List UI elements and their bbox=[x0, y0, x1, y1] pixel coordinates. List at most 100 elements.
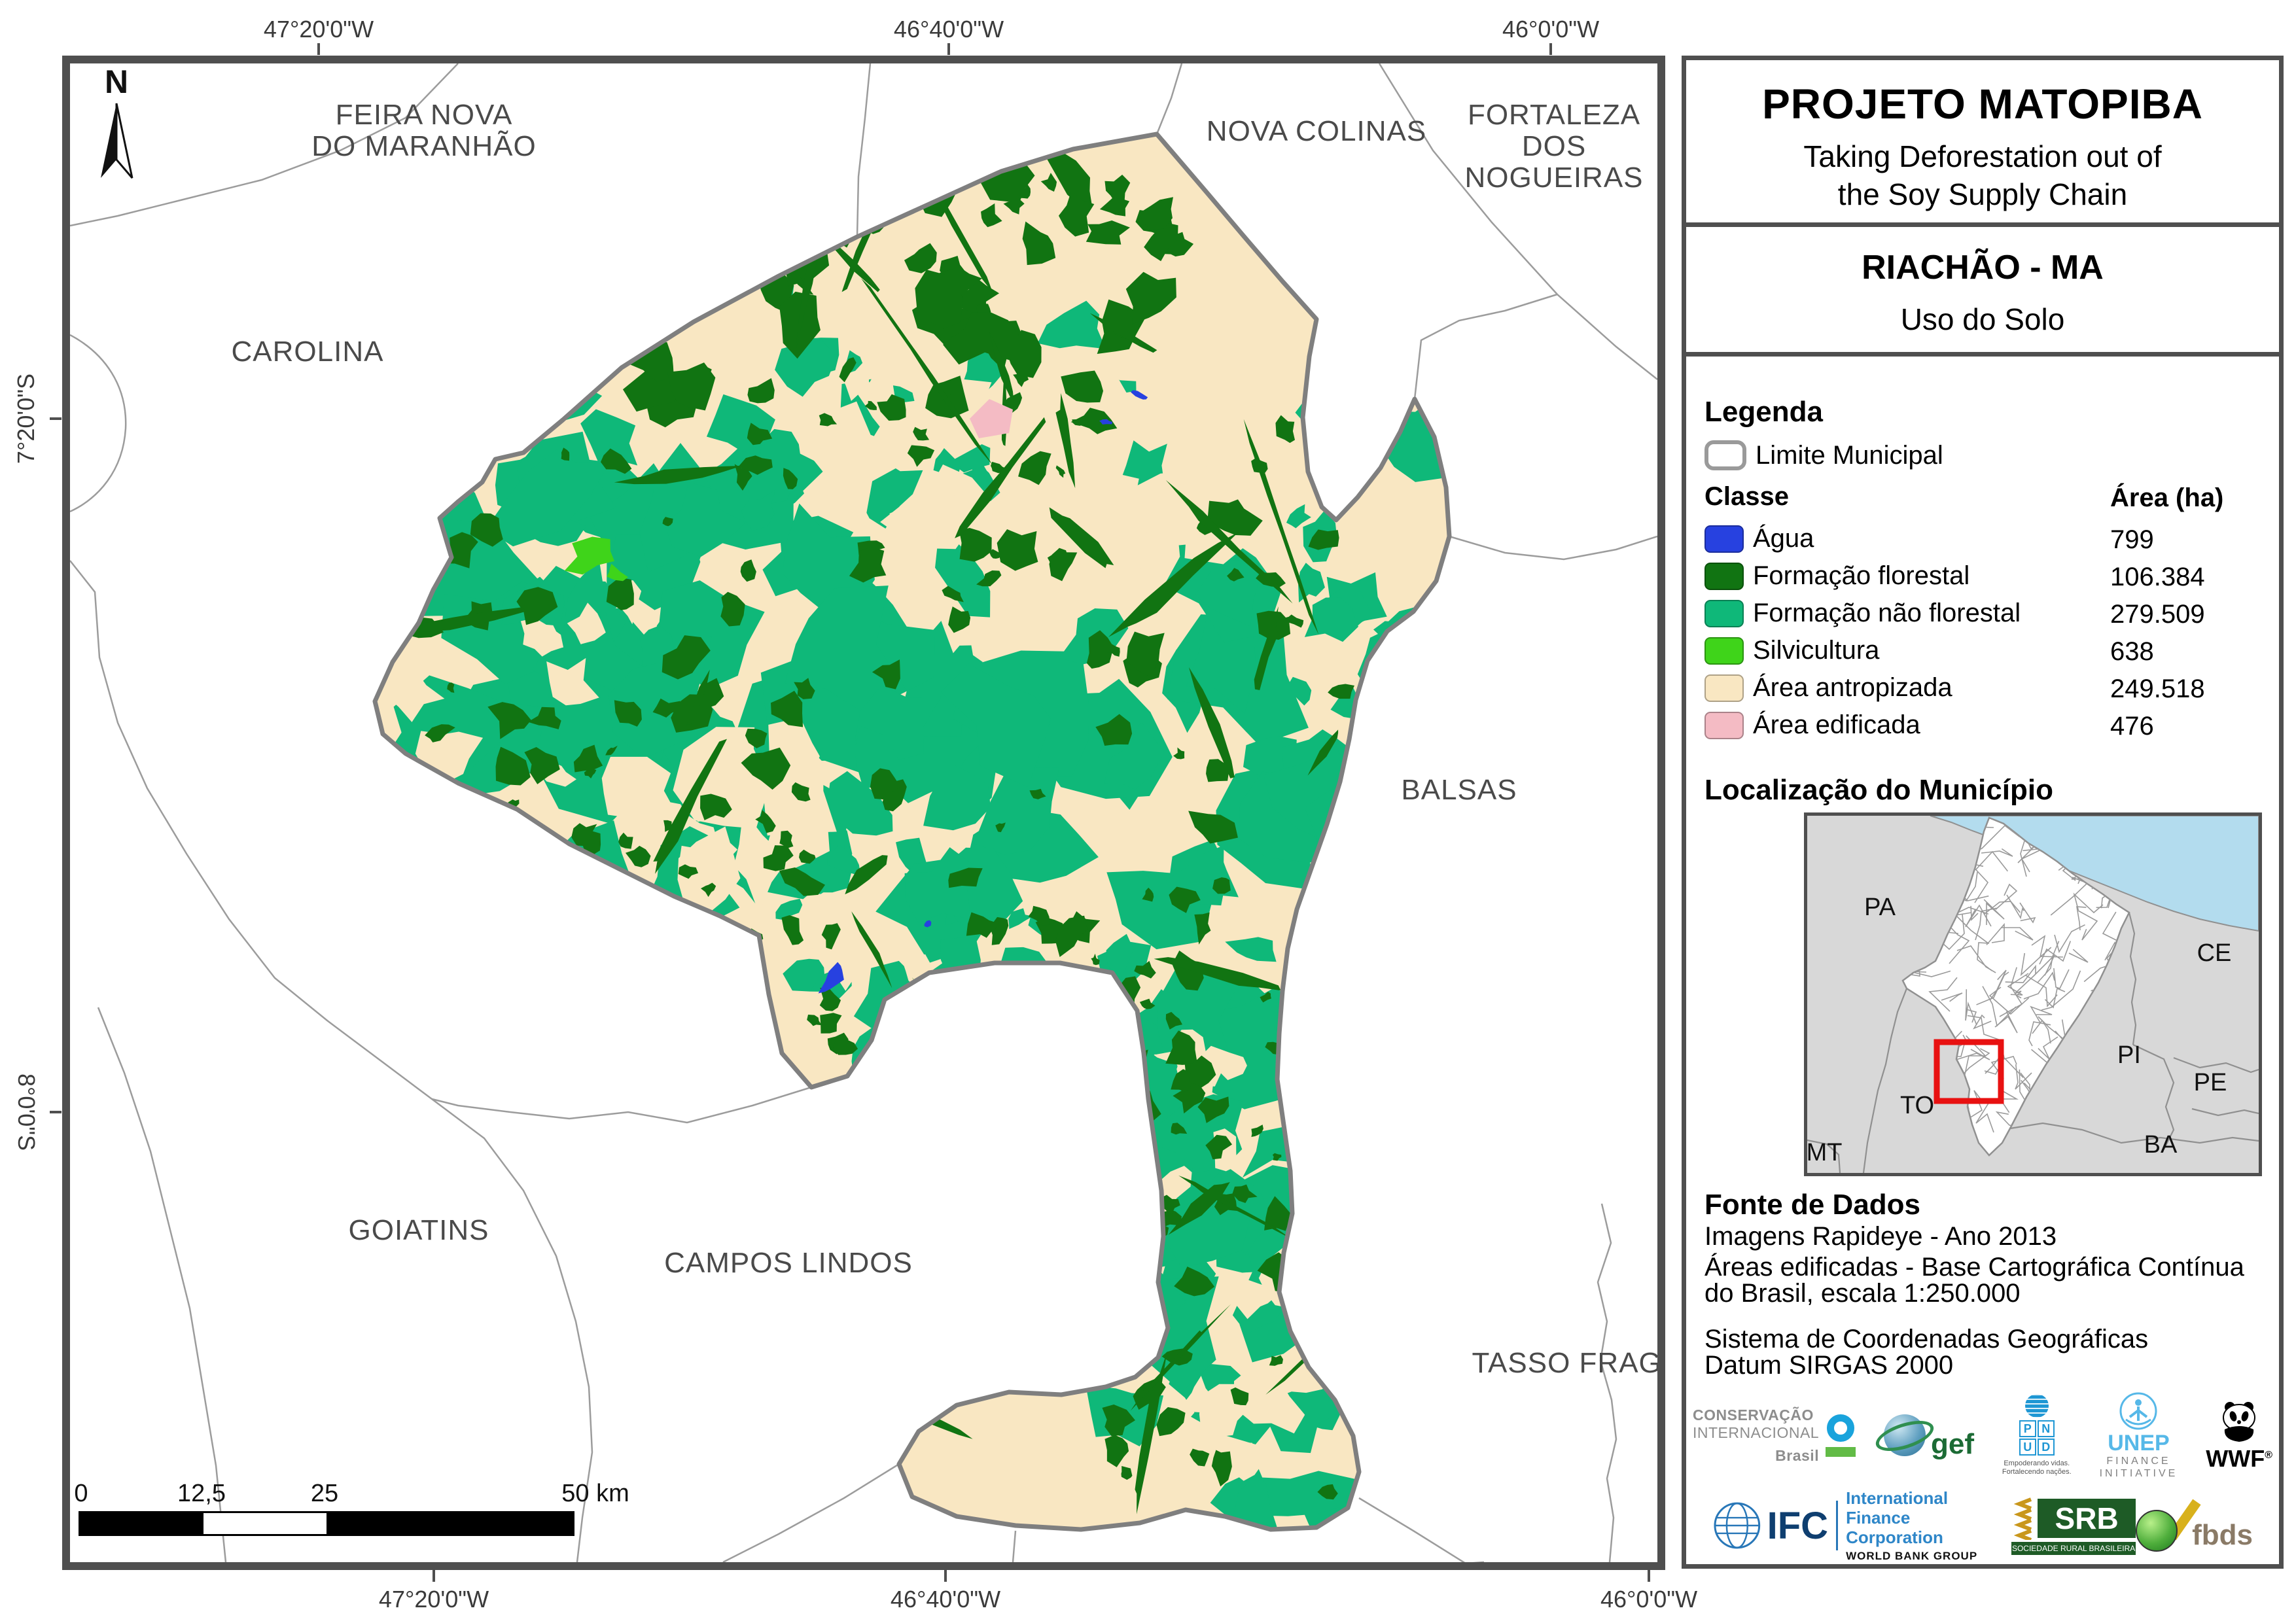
legend-row-area-antropizada: Área antropizada 249.518 bbox=[1704, 673, 2269, 707]
scale-label: 12,5 bbox=[177, 1480, 226, 1507]
ifc-line3: WORLD BANK GROUP bbox=[1846, 1550, 1978, 1562]
legend-limite-row: Limite Municipal bbox=[1704, 440, 2269, 474]
graticule-label: 46°40'0"W bbox=[890, 1586, 1001, 1613]
crs-line1: Sistema de Coordenadas Geográficas bbox=[1704, 1325, 2149, 1353]
area-edificada-swatch bbox=[1704, 711, 1744, 739]
silvicultura-area: 638 bbox=[2110, 637, 2154, 666]
area-antropizada-swatch bbox=[1704, 674, 1744, 702]
unep-wordmark: UNEP bbox=[2108, 1431, 2170, 1456]
state-label: BA bbox=[2144, 1131, 2178, 1159]
state-label: PI bbox=[2117, 1041, 2141, 1069]
area-label: BALSAS bbox=[1401, 774, 1517, 806]
legend-box: Legenda Limite Municipal Classe Área (ha… bbox=[1682, 352, 2284, 1569]
data-source-line2: Áreas edificadas - Base Cartográfica Con… bbox=[1704, 1253, 2244, 1282]
pnud-caption1: Empoderando vidas. bbox=[2004, 1459, 2070, 1467]
info-panel: PROJETO MATOPIBA Taking Deforestation ou… bbox=[1682, 56, 2284, 1569]
legend-row-silvicultura: Silvicultura 638 bbox=[1704, 636, 2269, 670]
scale-label: 0 bbox=[74, 1480, 88, 1507]
limite-municipal-label: Limite Municipal bbox=[1756, 440, 1943, 470]
north-label: N bbox=[105, 65, 128, 100]
graticule-label: 47°20'0"W bbox=[378, 1586, 489, 1613]
legend-row-formacao-nao-florestal: Formação não florestal 279.509 bbox=[1704, 599, 2269, 633]
formacao-florestal-swatch bbox=[1704, 562, 1744, 590]
municipality-highlight bbox=[1934, 1039, 2004, 1104]
area-label: CAROLINA bbox=[232, 336, 384, 368]
legend-col-area: Área (ha) bbox=[2110, 483, 2224, 512]
graticule-label: 46°0'0"W bbox=[1600, 1586, 1698, 1613]
wheat-icon bbox=[2014, 1497, 2032, 1540]
unep-sub2: INITIATIVE bbox=[2099, 1468, 2178, 1479]
state-label: MT bbox=[1807, 1139, 1842, 1166]
ifc-logo: IFC International Finance Corporation WO… bbox=[1712, 1488, 2011, 1563]
wwf-logo: WWF® bbox=[2206, 1401, 2272, 1471]
graticule-label: 47°20'0"W bbox=[263, 16, 374, 43]
area-label: CAMPOS LINDOS bbox=[664, 1247, 913, 1279]
data-source-heading: Fonte de Dados bbox=[1704, 1189, 1921, 1221]
state-label: PE bbox=[2194, 1069, 2227, 1096]
legend-row-agua: Água 799 bbox=[1704, 524, 2269, 558]
graticule-label bbox=[50, 1111, 62, 1113]
municipality-box: RIACHÃO - MA Uso do Solo bbox=[1682, 222, 2284, 357]
unep-laurel-icon bbox=[2119, 1392, 2157, 1430]
fbds-wordmark: fbds bbox=[2192, 1519, 2253, 1551]
graticule-label bbox=[317, 43, 320, 55]
fbds-logo: fbds bbox=[2136, 1499, 2253, 1552]
graticule-label: 46°40'0"W bbox=[893, 16, 1004, 43]
ci-line1: CONSERVAÇÃO bbox=[1693, 1406, 1814, 1423]
scale-bar: 0 12,5 25 50 km bbox=[74, 1480, 667, 1540]
area-label: FEIRA NOVA DO MARANHÃO bbox=[311, 99, 536, 162]
gef-wordmark: gef bbox=[1931, 1428, 1974, 1460]
formacao-nao-florestal-area: 279.509 bbox=[2110, 600, 2205, 629]
agua-area: 799 bbox=[2110, 525, 2154, 554]
ci-line2: INTERNACIONAL bbox=[1693, 1423, 1820, 1441]
legend-col-class: Classe bbox=[1704, 482, 1789, 511]
area-label: TASSO FRAGOSO bbox=[1472, 1347, 1657, 1379]
legend-header-row: Classe Área (ha) bbox=[1704, 482, 2269, 516]
silvicultura-label: Silvicultura bbox=[1753, 636, 1880, 665]
area-antropizada-area: 249.518 bbox=[2110, 674, 2205, 703]
scale-label: 25 bbox=[310, 1480, 339, 1507]
area-edificada-area: 476 bbox=[2110, 712, 2154, 741]
srb-caption: SOCIEDADE RURAL BRASILEIRA bbox=[2011, 1541, 2136, 1555]
data-source-line3: do Brasil, escala 1:250.000 bbox=[1704, 1279, 2021, 1308]
project-subtitle-line2: the Soy Supply Chain bbox=[1837, 177, 2128, 211]
ifc-globe-icon bbox=[1714, 1502, 1761, 1549]
panda-icon bbox=[2223, 1401, 2256, 1442]
formacao-nao-florestal-label: Formação não florestal bbox=[1753, 599, 2021, 627]
wwf-wordmark: WWF bbox=[2206, 1444, 2265, 1472]
graticule-label bbox=[1648, 1570, 1650, 1582]
area-edificada-label: Área edificada bbox=[1753, 710, 1920, 739]
scale-bar-segments bbox=[79, 1511, 574, 1536]
project-title: PROJETO MATOPIBA bbox=[1762, 80, 2203, 128]
limite-municipal-swatch bbox=[1704, 440, 1746, 470]
silvicultura-swatch bbox=[1704, 637, 1744, 665]
graticule-label bbox=[947, 43, 950, 55]
location-heading: Localização do Município bbox=[1704, 774, 2053, 806]
main-map: FEIRA NOVA DO MARANHÃO NOVA COLINAS FORTALE… bbox=[70, 63, 1657, 1562]
graticule-label bbox=[433, 1570, 435, 1582]
legend-row-area-edificada: Área edificada 476 bbox=[1704, 710, 2269, 744]
state-label: PA bbox=[1864, 894, 1896, 921]
formacao-florestal-label: Formação florestal bbox=[1753, 561, 1970, 590]
conservacao-internacional-logo: CONSERVAÇÃO INTERNACIONAL Brasil bbox=[1693, 1406, 1856, 1465]
graticule-label bbox=[50, 417, 62, 420]
crs-line2: Datum SIRGAS 2000 bbox=[1704, 1351, 1954, 1380]
partner-logos-row2: IFC International Finance Corporation WO… bbox=[1693, 1488, 2272, 1562]
ifc-line1: International bbox=[1846, 1488, 1949, 1508]
pnud-caption2: Fortalecendo nações. bbox=[2002, 1468, 2072, 1476]
maranhao-state bbox=[1901, 816, 2130, 1157]
ifc-line2: Finance Corporation bbox=[1846, 1508, 1943, 1547]
ci-line3: Brasil bbox=[1775, 1446, 1820, 1464]
graticule-label: 7°20'0"S bbox=[12, 373, 39, 464]
title-box: PROJETO MATOPIBA Taking Deforestation ou… bbox=[1682, 56, 2284, 227]
project-subtitle-line1: Taking Deforestation out of bbox=[1803, 139, 2162, 173]
gef-logo: gef bbox=[1884, 1410, 1974, 1461]
area-label: FORTALEZA DOS NOGUEIRAS bbox=[1464, 99, 1643, 194]
map-type: Uso do Solo bbox=[1900, 302, 2065, 336]
municipality-name: RIACHÃO - MA bbox=[1862, 249, 2104, 287]
un-emblem-icon bbox=[2024, 1394, 2049, 1418]
graticule-label bbox=[1549, 43, 1552, 55]
unep-sub1: FINANCE bbox=[2106, 1456, 2171, 1467]
agua-swatch bbox=[1704, 525, 1744, 553]
